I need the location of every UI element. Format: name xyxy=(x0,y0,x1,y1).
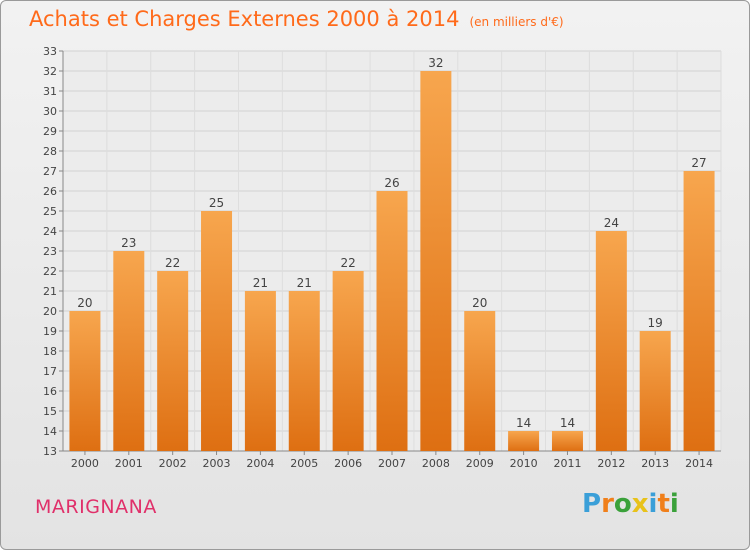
bar-2013 xyxy=(639,331,671,451)
axes: 13 14 15 16 17 18 19 20 21 22 23 24 25 26 27 28 29 30 31 32… xyxy=(43,45,721,470)
data-label-2002: 22 xyxy=(165,256,180,270)
x-tick-label-2010: 2010 xyxy=(510,457,538,470)
y-tick-label: 17 xyxy=(43,365,57,378)
y-tick-label: 14 xyxy=(43,425,57,438)
brand-letter: x xyxy=(631,489,649,519)
data-label-2006: 22 xyxy=(340,256,355,270)
data-label-2014: 27 xyxy=(691,156,706,170)
brand-letter: i xyxy=(648,489,658,519)
y-tick-label: 24 xyxy=(43,225,57,238)
brand-letter: P xyxy=(582,489,602,519)
bar-2005 xyxy=(288,291,320,451)
bar-2007 xyxy=(376,191,408,451)
data-label-2008: 32 xyxy=(428,56,443,70)
x-tick-label-2013: 2013 xyxy=(641,457,669,470)
x-tick-label-2004: 2004 xyxy=(246,457,274,470)
x-tick-label-2001: 2001 xyxy=(115,457,143,470)
data-label-2004: 21 xyxy=(253,276,268,290)
commune-name: MARIGNANA xyxy=(35,496,157,518)
data-label-2013: 19 xyxy=(648,316,663,330)
data-label-2011: 14 xyxy=(560,416,575,430)
brand-letter: o xyxy=(613,489,632,519)
y-tick-label: 26 xyxy=(43,185,57,198)
y-tick-label: 20 xyxy=(43,305,57,318)
data-label-2010: 14 xyxy=(516,416,531,430)
bar-2008 xyxy=(420,71,452,451)
data-labels: 20 23 22 25 21 21 22 26 32 20 14 14 24 19 27 xyxy=(77,56,706,430)
bar-2014 xyxy=(683,171,715,451)
bars xyxy=(69,71,715,451)
x-tick-label-2014: 2014 xyxy=(685,457,713,470)
y-tick-label: 25 xyxy=(43,205,57,218)
bar-2011 xyxy=(551,431,583,451)
y-tick-label: 13 xyxy=(43,445,57,458)
bar-2001 xyxy=(113,251,145,451)
y-tick-label: 33 xyxy=(43,45,57,58)
y-tick-label: 32 xyxy=(43,65,57,78)
y-tick-label: 28 xyxy=(43,145,57,158)
x-tick-label-2005: 2005 xyxy=(290,457,318,470)
y-tick-label: 27 xyxy=(43,165,57,178)
data-label-2003: 25 xyxy=(209,196,224,210)
x-tick-label-2008: 2008 xyxy=(422,457,450,470)
x-tick-label-2000: 2000 xyxy=(71,457,99,470)
bar-2006 xyxy=(332,271,364,451)
brand-letter: r xyxy=(601,489,614,519)
y-tick-label: 23 xyxy=(43,245,57,258)
x-tick-label-2007: 2007 xyxy=(378,457,406,470)
data-label-2009: 20 xyxy=(472,296,487,310)
bar-2004 xyxy=(244,291,276,451)
x-tick-label-2009: 2009 xyxy=(466,457,494,470)
bar-2010 xyxy=(508,431,540,451)
y-tick-label: 22 xyxy=(43,265,57,278)
x-tick-label-2002: 2002 xyxy=(159,457,187,470)
y-tick-label: 31 xyxy=(43,85,57,98)
y-tick-label: 29 xyxy=(43,125,57,138)
data-label-2005: 21 xyxy=(297,276,312,290)
chart-title-text: Achats et Charges Externes 2000 à 2014 xyxy=(29,7,460,31)
bar-2009 xyxy=(464,311,496,451)
data-label-2012: 24 xyxy=(604,216,619,230)
y-tick-label: 16 xyxy=(43,385,57,398)
y-tick-label: 19 xyxy=(43,325,57,338)
y-tick-label: 21 xyxy=(43,285,57,298)
data-label-2001: 23 xyxy=(121,236,136,250)
bar-2000 xyxy=(69,311,101,451)
chart-subtitle: (en milliers d'€) xyxy=(469,15,564,29)
bar-2002 xyxy=(157,271,189,451)
y-tick-label: 18 xyxy=(43,345,57,358)
y-tick-label: 30 xyxy=(43,105,57,118)
x-tick-label-2011: 2011 xyxy=(553,457,581,470)
brand-letter: t xyxy=(657,489,670,519)
proxiti-logo: Proxiti xyxy=(582,489,679,519)
x-tick-label-2012: 2012 xyxy=(597,457,625,470)
data-label-2000: 20 xyxy=(77,296,92,310)
bar-2003 xyxy=(201,211,233,451)
data-label-2007: 26 xyxy=(384,176,399,190)
y-tick-label: 15 xyxy=(43,405,57,418)
bar-2012 xyxy=(595,231,627,451)
chart-title: Achats et Charges Externes 2000 à 2014 (e… xyxy=(29,7,564,31)
x-tick-label-2006: 2006 xyxy=(334,457,362,470)
brand-letter: i xyxy=(669,489,679,519)
x-tick-label-2003: 2003 xyxy=(203,457,231,470)
